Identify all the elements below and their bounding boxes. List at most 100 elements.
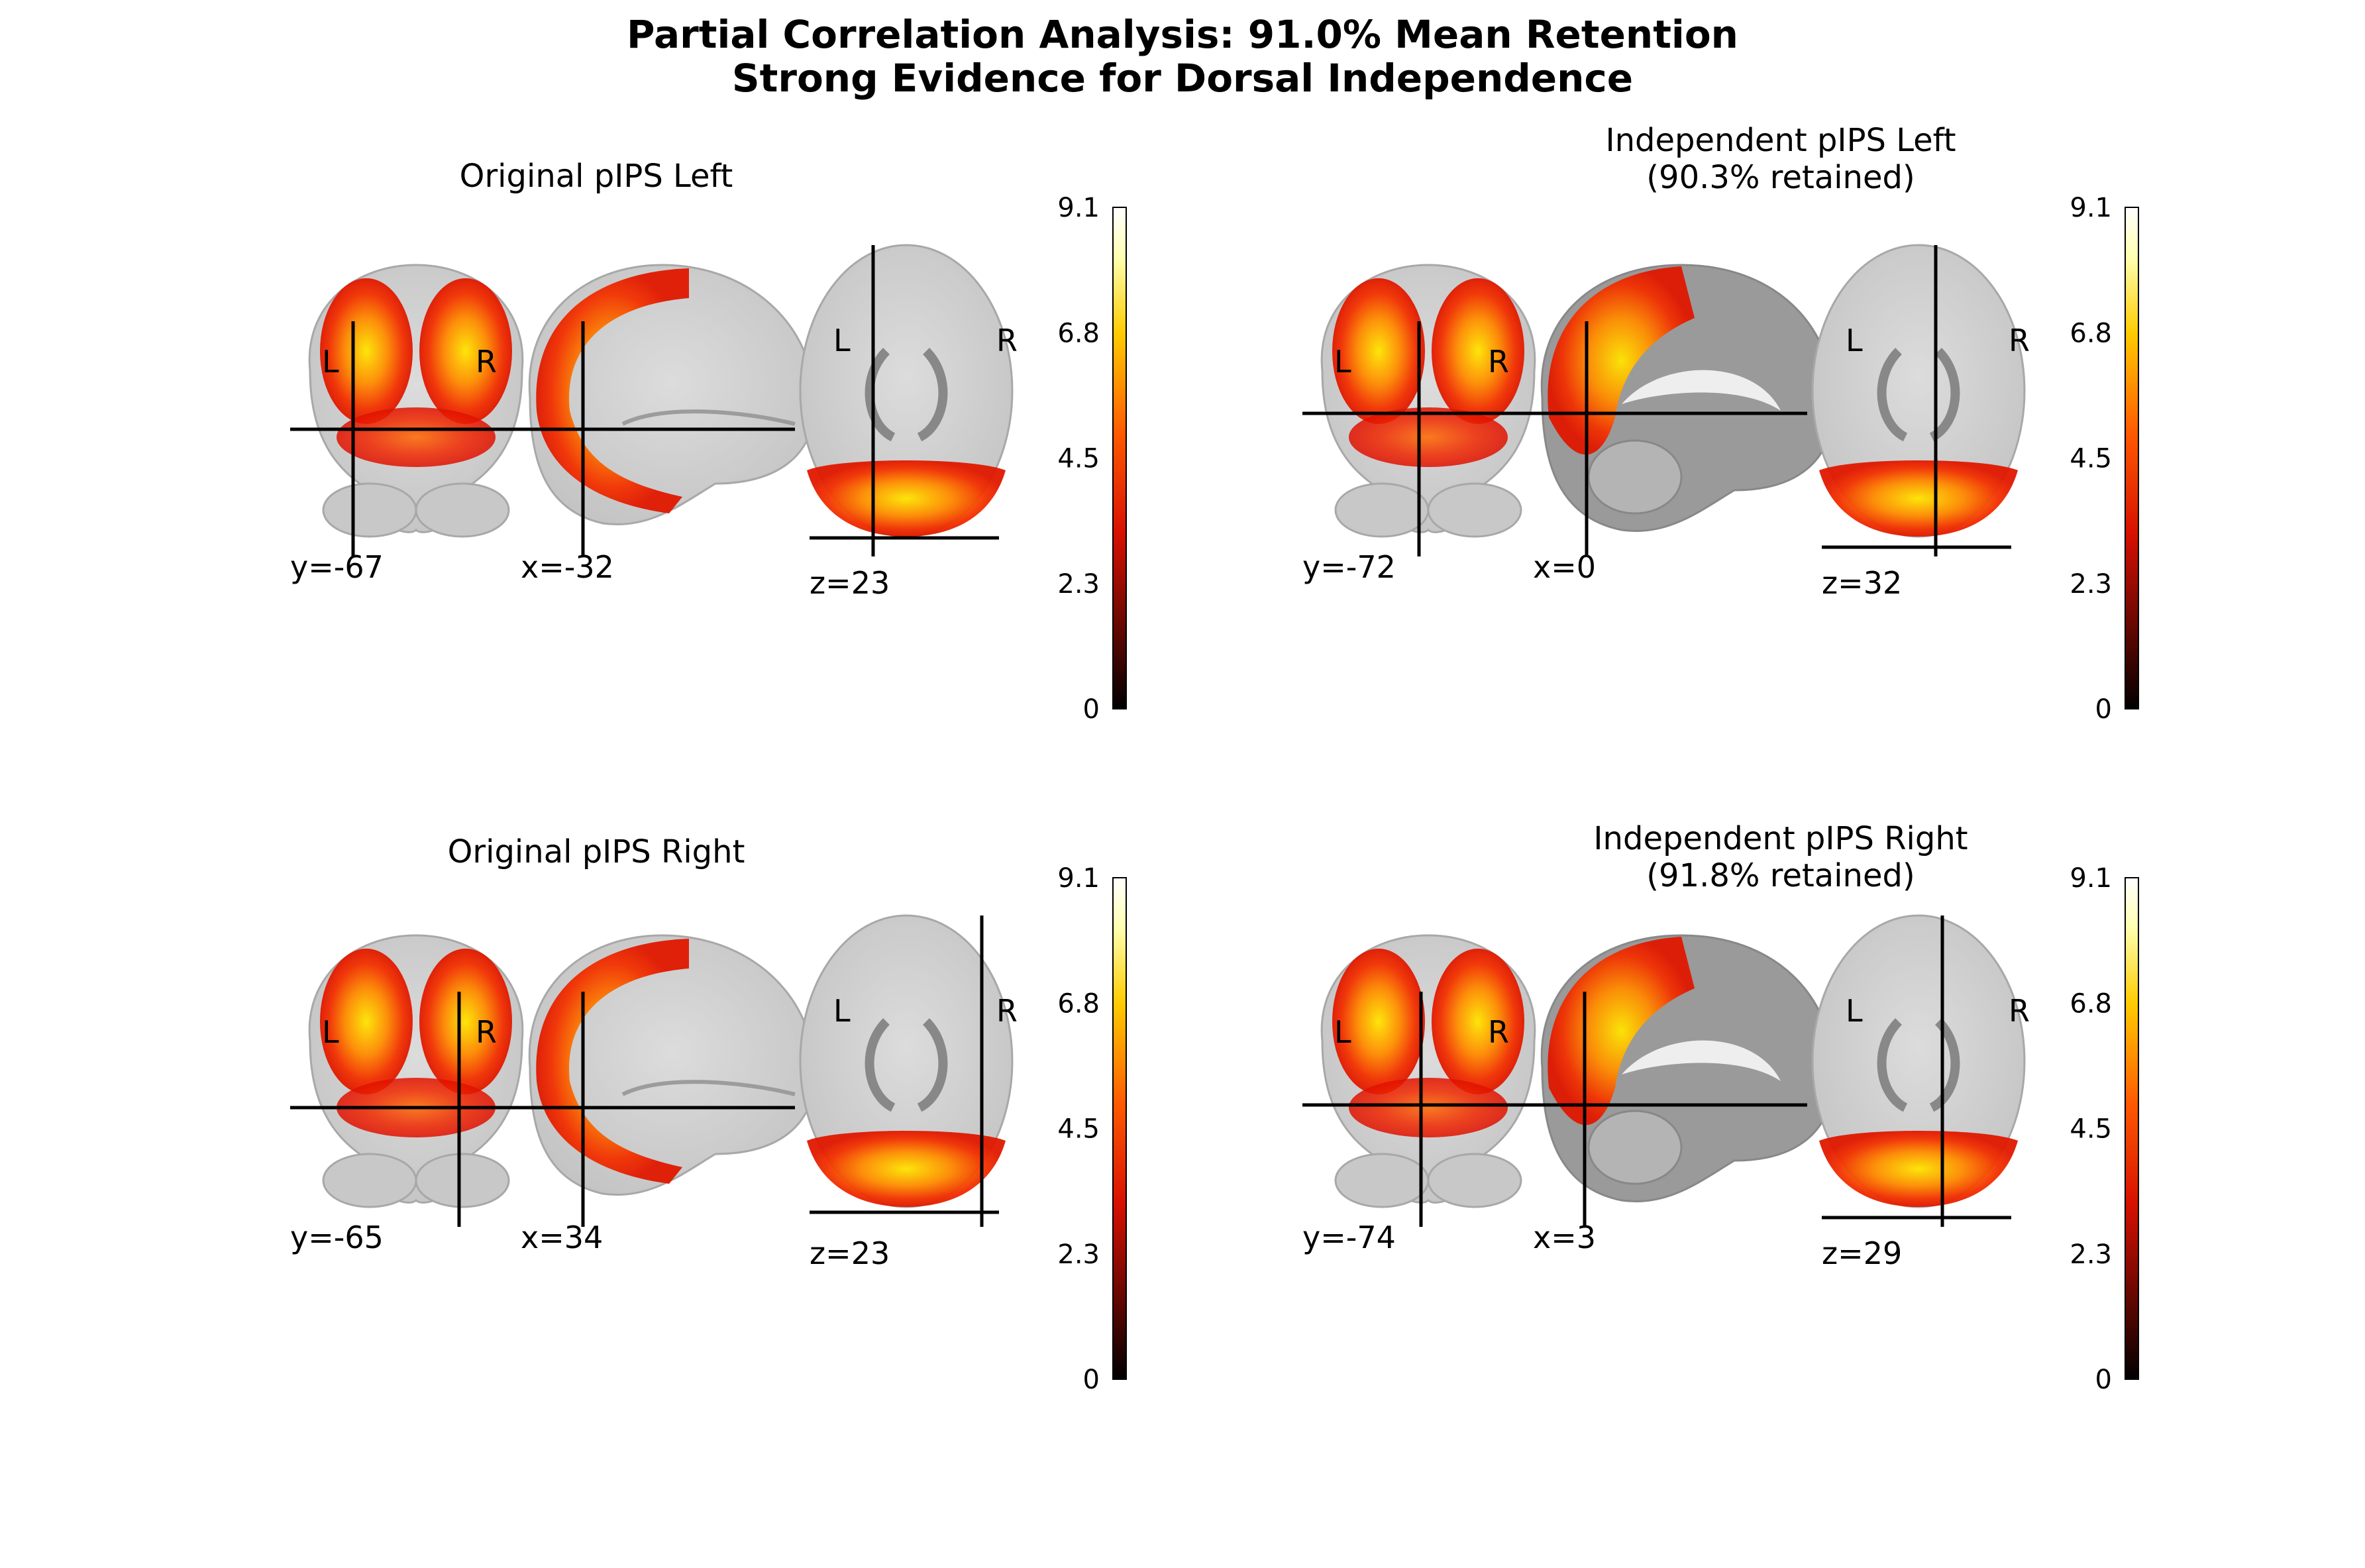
cerebellum-right (415, 1153, 510, 1208)
orientation-left-label: L (1334, 1014, 1351, 1050)
colorbar-tick-label: 6.8 (1057, 988, 1100, 1019)
axial-coordinate-label: z=23 (810, 1235, 890, 1271)
colorbar-tick-label: 0 (2095, 1365, 2112, 1395)
coronal-coordinate-label: y=-74 (1302, 1220, 1396, 1255)
orientation-right-label: R (1488, 1014, 1509, 1050)
colorbar-tick-label: 4.5 (2070, 1114, 2112, 1145)
cerebellum-left (1334, 1153, 1430, 1208)
colorbar-tick-label: 9.1 (2070, 193, 2112, 223)
ventricle-right (917, 1018, 948, 1112)
panel-title: (90.3% retained) (1646, 159, 1915, 196)
colorbar (1112, 877, 1127, 1380)
colorbar (1112, 207, 1127, 709)
corpus-callosum (1622, 370, 1781, 411)
panels-root: Original pIPS Left L R L Ry=-67 x=-32 z=23 9.1 6… (290, 122, 2139, 1395)
activation-blob (419, 278, 512, 424)
orientation-left-label: L (1334, 344, 1351, 380)
orientation-left-label: L (1846, 993, 1863, 1029)
colorbar-tick-label: 2.3 (2070, 569, 2112, 600)
activation-blob (1332, 949, 1425, 1094)
sagittal-coordinate-label: x=34 (521, 1220, 603, 1255)
activation-blob (419, 949, 512, 1094)
colorbar (2125, 207, 2139, 709)
ventricle-left (1877, 1018, 1908, 1112)
orientation-left-label: L (833, 993, 851, 1029)
orientation-left-label: L (322, 344, 339, 380)
activation-blob (536, 268, 689, 513)
coronal-coordinate-label: y=-72 (1302, 549, 1396, 585)
colorbar-tick-label: 2.3 (1057, 569, 1100, 600)
orientation-right-label: R (1488, 344, 1509, 380)
axial-coordinate-label: z=29 (1822, 1235, 1902, 1271)
sagittal-coordinate-label: x=0 (1533, 549, 1596, 585)
axial-view (1811, 244, 2026, 538)
activation-blob (1432, 278, 1524, 424)
figure-title: Partial Correlation Analysis: 91.0% Mean… (627, 12, 1738, 101)
panel-orig-left: Original pIPS Left L R L Ry=-67 x=-32 z=23 9.1 6… (290, 158, 1127, 725)
activation-blob (1349, 407, 1508, 467)
coronal-coordinate-label: y=-65 (290, 1220, 384, 1255)
coronal-view (1320, 264, 1536, 538)
cerebellum (1587, 439, 1683, 515)
cerebellum (1587, 1110, 1683, 1185)
axial-view (799, 914, 1014, 1208)
activation-blob (320, 278, 413, 424)
colorbar-tick-label: 0 (1083, 694, 1100, 725)
orientation-right-label: R (996, 993, 1018, 1029)
panel-title: (91.8% retained) (1646, 857, 1915, 894)
cerebellum-left (1334, 482, 1430, 538)
colorbar-tick-label: 6.8 (2070, 318, 2112, 348)
axial-coordinate-label: z=23 (810, 565, 890, 601)
colorbar-tick-label: 9.1 (1057, 863, 1100, 894)
ventricle-right (1929, 348, 1960, 442)
orientation-left-label: L (322, 1014, 339, 1050)
colorbar-tick-label: 4.5 (1057, 444, 1100, 474)
panel-title: Original pIPS Right (448, 833, 745, 870)
panel-indep-left: Independent pIPS Left(90.3% retained) L R L… (1302, 122, 2139, 725)
colorbar-tick-label: 6.8 (1057, 318, 1100, 348)
activation-blob (1819, 1131, 2018, 1207)
colorbar-tick-label: 2.3 (1057, 1239, 1100, 1270)
figure-title-line-2: Strong Evidence for Dorsal Independence (732, 56, 1633, 101)
activation-blob (1548, 266, 1695, 455)
ventricle-left (865, 348, 896, 442)
coronal-view (308, 934, 524, 1208)
sagittal-view (528, 264, 816, 525)
activation-blob (1349, 1078, 1508, 1137)
sagittal-coordinate-label: x=3 (1533, 1220, 1596, 1255)
sagittal-coordinate-label: x=-32 (521, 549, 614, 585)
coronal-view (1320, 934, 1536, 1208)
coronal-view (308, 264, 524, 538)
colorbar (2125, 877, 2139, 1380)
activation-blob (1432, 949, 1524, 1094)
orientation-right-label: R (476, 344, 497, 380)
cerebellum-right (415, 482, 510, 538)
activation-blob (1819, 460, 2018, 537)
cerebellum-left (322, 1153, 417, 1208)
orientation-right-label: R (2009, 323, 2030, 358)
activation-blob (536, 939, 689, 1184)
panel-title: Independent pIPS Right (1593, 820, 1968, 857)
panel-title: Original pIPS Left (460, 158, 733, 195)
sulcus-line (621, 409, 796, 426)
colorbar-tick-label: 9.1 (2070, 863, 2112, 894)
ventricle-left (1877, 348, 1908, 442)
colorbar-tick-label: 4.5 (1057, 1114, 1100, 1145)
ventricle-right (1929, 1018, 1960, 1112)
activation-blob (1332, 278, 1425, 424)
ventricle-left (865, 1018, 896, 1112)
sagittal-brain-outline (528, 264, 816, 525)
corpus-callosum (1622, 1040, 1781, 1081)
panel-indep-right: Independent pIPS Right(91.8% retained) L R… (1302, 820, 2139, 1395)
figure-title-line-1: Partial Correlation Analysis: 91.0% Mean… (627, 12, 1738, 57)
panel-title: Independent pIPS Left (1605, 122, 1956, 159)
coronal-coordinate-label: y=-67 (290, 549, 384, 585)
cerebellum-left (322, 482, 417, 538)
colorbar-tick-label: 9.1 (1057, 193, 1100, 223)
colorbar-tick-label: 0 (2095, 694, 2112, 725)
panel-orig-right: Original pIPS Right L R L Ry=-65 x=34 z=23 9.1 6… (290, 833, 1127, 1395)
orientation-right-label: R (2009, 993, 2030, 1029)
activation-blob (807, 1131, 1006, 1207)
activation-blob (807, 460, 1006, 537)
orientation-left-label: L (833, 323, 851, 358)
